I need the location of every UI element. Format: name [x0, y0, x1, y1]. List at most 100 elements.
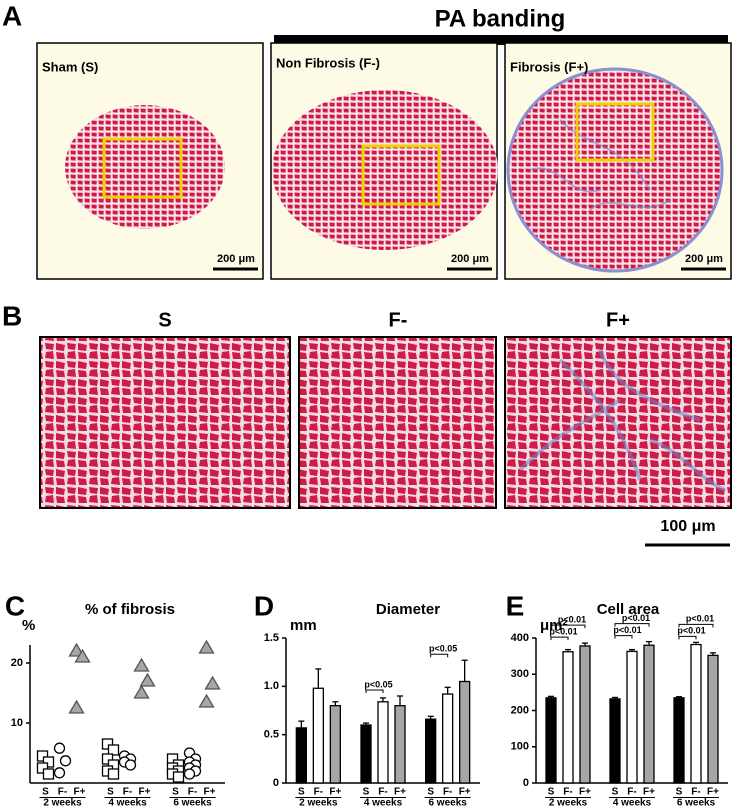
- annotation: p<0.01: [549, 626, 577, 636]
- bar: [329, 705, 341, 784]
- x-tick-label: S: [548, 787, 555, 798]
- x-tick-label: S: [42, 787, 49, 798]
- x-tick-label: F-: [123, 787, 132, 798]
- bar: [609, 698, 621, 784]
- marker: [101, 738, 114, 750]
- marker: [42, 756, 55, 768]
- x-tick-label: F+: [329, 787, 341, 798]
- x-tick-label: F+: [707, 787, 719, 798]
- scale-label: 200 μm: [685, 253, 723, 265]
- y-tick-label: 20: [11, 657, 23, 669]
- x-tick-label: F-: [563, 787, 572, 798]
- marker: [107, 744, 120, 756]
- image-a3: [504, 42, 732, 280]
- group-label: 2 weeks: [549, 798, 588, 808]
- x-tick-label: F-: [188, 787, 197, 798]
- x-tick-label: F-: [314, 787, 323, 798]
- bar: [394, 705, 406, 784]
- bar: [626, 650, 638, 784]
- bar: [360, 724, 372, 784]
- scale-label: 100 μm: [660, 518, 715, 535]
- annotation: p<0.01: [677, 626, 705, 636]
- annotation: p<0.01: [686, 614, 714, 624]
- bar: [295, 727, 307, 784]
- significance-bracket: [550, 636, 569, 641]
- panel-letter: E: [506, 590, 525, 621]
- image-label: S: [158, 309, 171, 331]
- group-label: 4 weeks: [108, 798, 147, 808]
- group-label: 6 weeks: [173, 798, 212, 808]
- marker: [172, 771, 185, 783]
- image-a1: [36, 42, 264, 280]
- annotation: p<0.05: [429, 644, 457, 654]
- marker: [133, 657, 150, 672]
- bar: [690, 643, 702, 784]
- x-tick-label: S: [676, 787, 683, 798]
- chart-title: Diameter: [376, 601, 440, 618]
- x-tick-label: S: [298, 787, 305, 798]
- marker: [107, 768, 120, 780]
- bar: [425, 718, 437, 784]
- bar: [545, 697, 557, 784]
- marker: [59, 755, 72, 767]
- group-label: 6 weeks: [677, 798, 716, 808]
- image-label: Fibrosis (F+): [510, 59, 588, 74]
- x-tick-label: F+: [139, 787, 151, 798]
- marker: [198, 639, 215, 654]
- group-label: 6 weeks: [428, 798, 467, 808]
- marker: [101, 753, 114, 765]
- significance-bracket: [614, 623, 650, 627]
- x-tick-label: F+: [579, 787, 591, 798]
- y-tick-label: 10: [11, 717, 23, 729]
- x-tick-label: F+: [204, 787, 216, 798]
- y-tick-label: 0.5: [264, 729, 279, 741]
- group-label: 2 weeks: [299, 798, 338, 808]
- image-label: Sham (S): [42, 59, 98, 74]
- x-tick-label: F+: [643, 787, 655, 798]
- marker: [139, 672, 156, 687]
- y-axis-label: mm: [290, 617, 317, 634]
- marker: [36, 750, 49, 762]
- x-tick-label: F-: [378, 787, 387, 798]
- panel-letter: D: [254, 590, 274, 621]
- image-label: F+: [606, 309, 630, 331]
- y-axis-label: %: [22, 617, 35, 634]
- scale-label: 200 μm: [451, 253, 489, 265]
- significance-bracket: [550, 624, 586, 629]
- marker: [68, 699, 85, 714]
- x-tick-label: S: [107, 787, 114, 798]
- y-tick-label: 0: [273, 777, 279, 789]
- y-tick-label: 400: [511, 632, 529, 644]
- y-tick-label: 100: [511, 741, 529, 753]
- image-b2: [298, 336, 497, 509]
- image-label: F-: [389, 309, 408, 331]
- group-label: 4 weeks: [364, 798, 403, 808]
- chart-title: % of fibrosis: [85, 601, 175, 618]
- marker: [133, 684, 150, 699]
- image-label: Non Fibrosis (F-): [276, 55, 380, 70]
- scale-label: 200 μm: [217, 253, 255, 265]
- bar: [459, 680, 471, 784]
- x-tick-label: F-: [58, 787, 67, 798]
- bar: [673, 697, 685, 784]
- significance-bracket: [678, 623, 714, 628]
- significance-bracket: [430, 653, 449, 658]
- image-b1: [39, 336, 291, 509]
- annotation: p<0.05: [364, 679, 392, 689]
- x-tick-label: F-: [627, 787, 636, 798]
- annotation: p<0.01: [622, 613, 650, 623]
- bar: [643, 644, 655, 784]
- x-tick-label: S: [612, 787, 619, 798]
- x-tick-label: F+: [459, 787, 471, 798]
- group-label: 4 weeks: [613, 798, 652, 808]
- x-tick-label: S: [363, 787, 370, 798]
- chart-title: Cell area: [597, 601, 660, 618]
- panel-letter: B: [2, 300, 22, 331]
- x-tick-label: F+: [74, 787, 86, 798]
- bar: [312, 687, 324, 784]
- marker: [124, 759, 137, 771]
- x-tick-label: F+: [394, 787, 406, 798]
- x-tick-label: S: [172, 787, 179, 798]
